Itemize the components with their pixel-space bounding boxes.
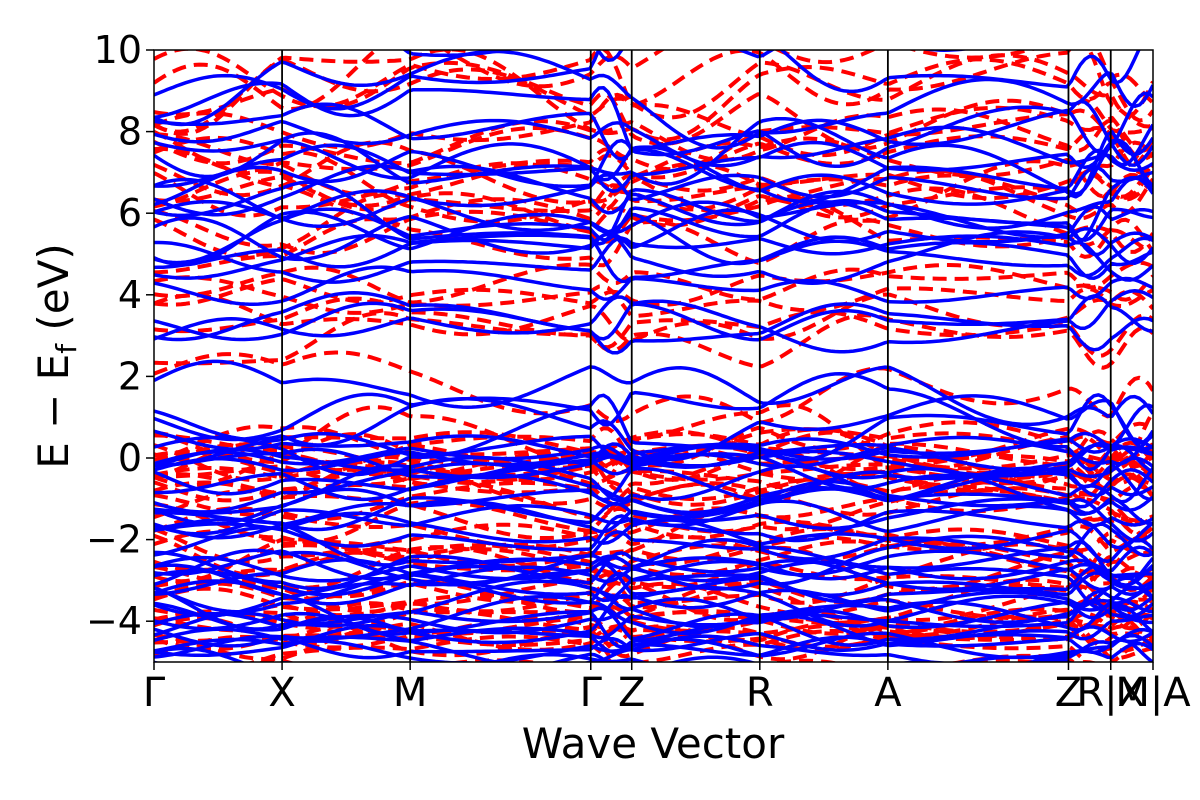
blue-band-line <box>154 393 1153 477</box>
blue-band-line <box>154 139 1153 206</box>
blue-band-line <box>154 165 1153 229</box>
blue-band-line <box>154 50 1153 150</box>
kpoint-label: A <box>874 670 902 716</box>
high-symmetry-lines <box>281 50 1112 662</box>
blue-band-line <box>154 176 1153 235</box>
kpoint-label: Γ <box>143 670 166 716</box>
blue-band-line <box>487 652 1073 662</box>
red-band-line <box>154 461 1153 508</box>
blue-band-line <box>154 116 1153 199</box>
red-band-line <box>154 610 1153 659</box>
blue-band-line <box>154 579 1153 632</box>
blue-band-line <box>154 660 949 662</box>
x-axis-label: Wave Vector <box>522 719 785 768</box>
red-band-line <box>154 105 1153 173</box>
red-band-line <box>154 153 1153 223</box>
blue-band-line <box>154 517 1153 567</box>
blue-band-line <box>154 205 1153 262</box>
x-axis-kpoint-labels: Γ X M Γ Z R A ZR|XM|A <box>143 662 1191 716</box>
kpoint-label: Z <box>1055 670 1082 716</box>
y-axis-label-main: E − E <box>29 354 78 469</box>
blue-band-line <box>154 359 1153 427</box>
y-tick-label: −4 <box>86 599 142 643</box>
blue-band-line <box>154 372 1153 472</box>
blue-band-line <box>154 447 1153 479</box>
blue-band-line <box>154 540 1153 583</box>
red-band-line <box>154 60 1153 166</box>
red-band-line <box>154 477 1153 523</box>
red-band-line <box>256 658 1153 662</box>
y-tick-label: −2 <box>86 518 142 562</box>
y-tick-label: 10 <box>94 28 142 72</box>
red-band-line <box>154 519 1153 565</box>
plot-frame <box>153 49 1154 663</box>
blue-band-line <box>154 562 1153 606</box>
y-tick-label: 0 <box>118 436 142 480</box>
kpoint-label: Γ <box>580 670 603 716</box>
blue-band-line <box>154 289 1153 342</box>
red-band-line <box>447 658 546 662</box>
blue-band-line <box>154 227 1153 285</box>
red-band-line <box>154 421 1153 467</box>
red-band-line <box>154 427 1153 481</box>
kpoint-label: R <box>746 670 774 716</box>
y-axis-ticks: −4 −2 0 2 4 6 8 10 <box>86 28 154 643</box>
blue-band-line <box>154 394 1153 462</box>
red-band-line <box>154 107 1153 166</box>
y-tick-label: 8 <box>118 110 142 154</box>
blue-band-line <box>154 233 1153 284</box>
red-band-line <box>154 275 1153 318</box>
blue-solid-bands <box>154 50 1153 662</box>
blue-band-line <box>154 294 1153 354</box>
kpoint-label: M|A <box>1115 670 1191 716</box>
y-tick-label: 2 <box>118 354 142 398</box>
blue-band-line <box>154 599 1153 647</box>
red-band-line <box>154 260 1153 305</box>
blue-band-line <box>154 564 1153 605</box>
kpoint-label: M <box>393 670 428 716</box>
red-band-line <box>154 580 1153 623</box>
blue-band-line <box>154 625 1153 660</box>
red-band-line <box>154 429 1153 490</box>
blue-band-line <box>154 265 1153 306</box>
y-tick-label: 4 <box>118 273 142 317</box>
blue-band-line <box>154 538 1153 587</box>
y-axis-label-sub: f <box>50 343 83 354</box>
blue-band-line <box>154 81 1153 169</box>
kpoint-label: Z <box>618 670 645 716</box>
blue-band-line <box>154 594 1153 648</box>
red-band-line <box>154 263 1153 307</box>
blue-band-line <box>154 138 1153 207</box>
red-band-line <box>154 455 1153 511</box>
blue-band-line <box>154 210 1153 281</box>
red-band-line <box>154 50 1153 111</box>
blue-band-line <box>154 131 1153 194</box>
red-band-line <box>154 611 1153 662</box>
blue-band-line <box>154 600 1153 649</box>
red-band-line <box>154 626 1153 662</box>
y-axis-label-unit: (eV) <box>29 243 78 344</box>
blue-band-line <box>154 466 1153 515</box>
blue-band-line <box>154 466 1153 515</box>
blue-band-line <box>154 631 1153 662</box>
red-band-line <box>154 430 1153 501</box>
y-axis-label: E − Ef (eV) <box>29 243 83 469</box>
y-tick-label: 6 <box>118 191 142 235</box>
kpoint-label: R|X <box>1076 670 1145 716</box>
red-band-line <box>154 125 1153 197</box>
blue-band-line <box>154 487 1153 540</box>
kpoint-label: X <box>268 670 295 716</box>
red-band-line <box>154 350 1153 425</box>
